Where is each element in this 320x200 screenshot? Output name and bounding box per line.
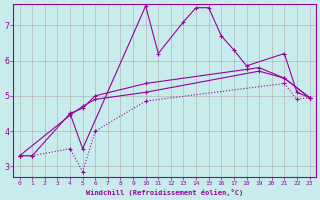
- X-axis label: Windchill (Refroidissement éolien,°C): Windchill (Refroidissement éolien,°C): [86, 189, 243, 196]
